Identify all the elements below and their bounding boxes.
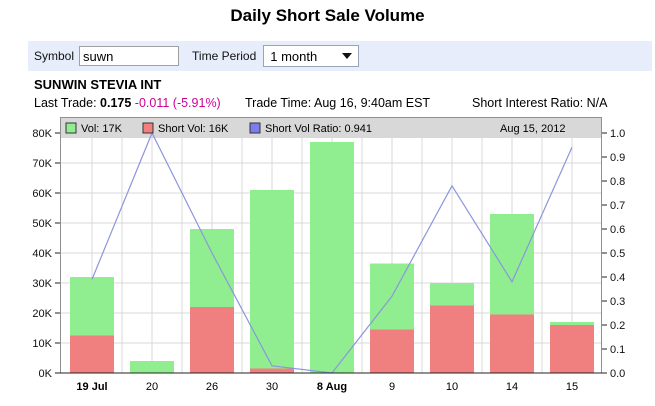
- x-axis-label: 30: [266, 381, 278, 393]
- time-period-label: Time Period: [192, 49, 257, 63]
- left-axis-label: 40K: [32, 248, 52, 260]
- company-name: SUNWIN STEVIA INT: [34, 77, 162, 92]
- time-period-select[interactable]: 1 month: [263, 45, 360, 67]
- x-axis-label: 15: [566, 381, 578, 393]
- left-axis-label: 30K: [32, 278, 52, 290]
- x-axis-label: 20: [146, 381, 158, 393]
- short-volume-bar: [370, 329, 414, 373]
- legend-label: Vol: 17K: [81, 123, 123, 135]
- right-axis-label: 0.0: [610, 368, 625, 380]
- volume-bar: [310, 142, 354, 373]
- legend-swatch: [249, 122, 261, 134]
- right-axis-label: 1.0: [610, 128, 625, 140]
- last-trade: Last Trade: 0.175 -0.011 (-5.91%): [34, 96, 221, 110]
- left-axis-label: 10K: [32, 338, 52, 350]
- volume-bar: [250, 190, 294, 373]
- symbol-label: Symbol: [34, 49, 75, 63]
- right-axis-label: 0.2: [610, 320, 625, 332]
- short-sale-chart: 0K 10K 20K 30K 40K 50K 60K 70K 80K 0.0 0.1 0.2 0.3 0.…: [32, 117, 625, 393]
- dropdown-arrow-icon: [342, 53, 353, 59]
- right-axis-label: 0.7: [610, 200, 625, 212]
- left-axis-label: 70K: [32, 158, 52, 170]
- right-axis-label: 0.8: [610, 176, 625, 188]
- left-axis-label: 50K: [32, 218, 52, 230]
- short-volume-bar: [70, 335, 114, 373]
- symbol-input[interactable]: [79, 46, 180, 66]
- x-axis-label: 14: [506, 381, 518, 393]
- legend-label: Short Vol Ratio: 0.941: [265, 123, 372, 135]
- right-axis-label: 0.6: [610, 224, 625, 236]
- short-volume-bar: [490, 314, 534, 373]
- last-trade-change: -0.011 (-5.91%): [134, 96, 221, 110]
- legend-label: Short Vol: 16K: [158, 123, 229, 135]
- short-interest-ratio: Short Interest Ratio: N/A: [472, 96, 608, 110]
- short-volume-bar: [550, 325, 594, 373]
- last-trade-value: 0.175: [100, 96, 132, 110]
- short-volume-bar: [190, 307, 234, 373]
- trade-time: Trade Time: Aug 16, 9:40am EST: [245, 96, 431, 110]
- legend-strip: [60, 118, 602, 138]
- quote-row: Last Trade: 0.175 -0.011 (-5.91%) Trade …: [0, 96, 655, 112]
- right-axis-label: 0.3: [610, 296, 625, 308]
- short-volume-bar: [250, 368, 294, 373]
- left-axis-label: 20K: [32, 308, 52, 320]
- legend-swatch: [65, 122, 77, 134]
- volume-bar: [130, 361, 174, 373]
- short-volume-bar: [430, 305, 474, 373]
- x-axis-label: 9: [389, 381, 395, 393]
- time-period-value: 1 month: [270, 48, 318, 64]
- right-axis-label: 0.1: [610, 344, 625, 356]
- legend-swatch: [142, 122, 154, 134]
- left-axis-label: 80K: [32, 128, 52, 140]
- left-axis-label: 0K: [39, 368, 53, 380]
- right-axis-label: 0.4: [610, 272, 625, 284]
- page-title: Daily Short Sale Volume: [230, 6, 425, 25]
- last-trade-label: Last Trade:: [34, 96, 97, 110]
- right-axis-label: 0.9: [610, 152, 625, 164]
- left-axis-label: 60K: [32, 188, 52, 200]
- x-axis-label: 8 Aug: [317, 381, 347, 393]
- legend-date: Aug 15, 2012: [500, 123, 565, 135]
- x-axis-label: 26: [206, 381, 218, 393]
- x-axis-label: 19 Jul: [76, 381, 107, 393]
- symbol-form: Symbol Time Period 1 month: [28, 41, 652, 71]
- x-axis-label: 10: [446, 381, 458, 393]
- right-axis-label: 0.5: [610, 248, 625, 260]
